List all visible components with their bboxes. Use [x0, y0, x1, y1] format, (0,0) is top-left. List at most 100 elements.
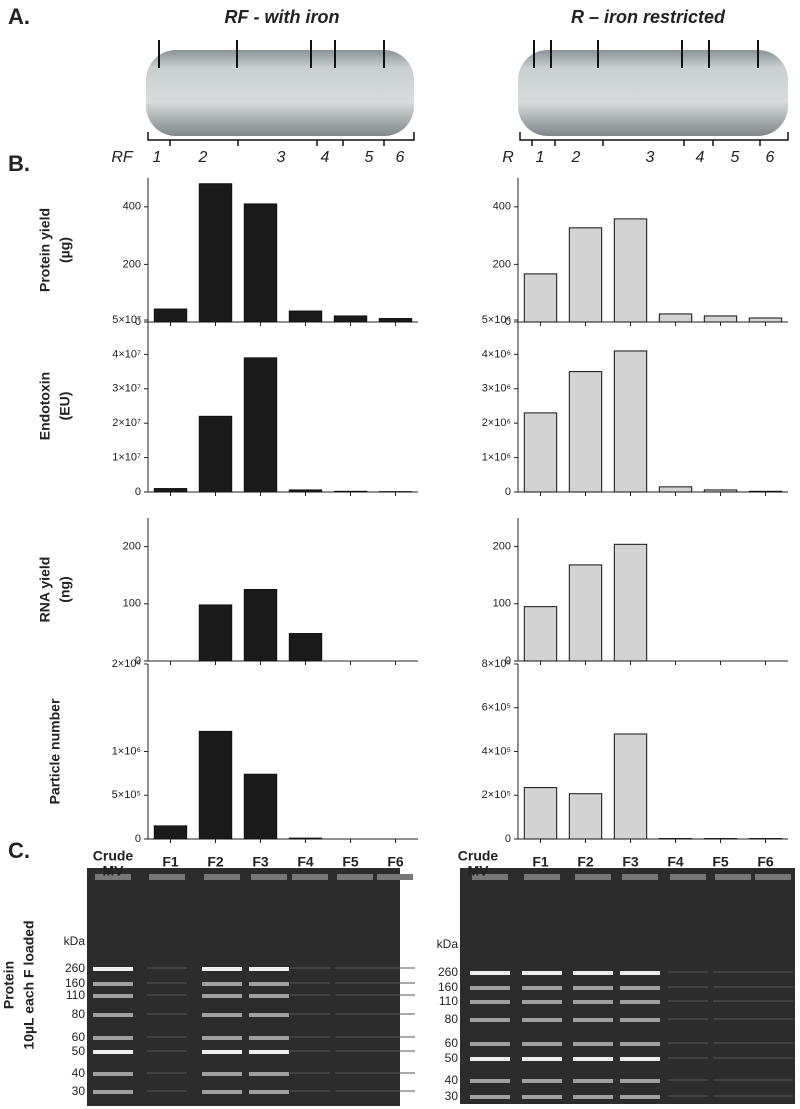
gel-band — [620, 1042, 660, 1046]
fraction-label: 4 — [696, 149, 705, 166]
gel-band — [249, 1013, 289, 1017]
fraction-label: 5 — [365, 149, 374, 166]
bar — [658, 313, 693, 323]
y-tick-label: 0 — [505, 655, 511, 667]
bar — [613, 218, 648, 323]
gel-band — [668, 1079, 708, 1081]
bar — [658, 486, 693, 493]
x-tick-label: F3 — [622, 854, 639, 870]
fraction-label: 6 — [766, 149, 775, 166]
gel-band — [573, 1057, 613, 1061]
gel-band — [713, 1042, 753, 1044]
tube-title: R – iron restricted — [571, 7, 726, 27]
marker-label: 60 — [445, 1036, 459, 1050]
gel-band — [290, 982, 330, 984]
tube-title: RF - with iron — [225, 7, 340, 27]
gel-band — [522, 1095, 562, 1099]
gel-band — [522, 1042, 562, 1046]
gel-well — [670, 874, 706, 880]
marker-label: 80 — [445, 1012, 459, 1026]
bar — [153, 488, 188, 493]
gel-band — [522, 1057, 562, 1061]
gel-band — [93, 994, 133, 998]
gel-band — [290, 1013, 330, 1015]
gel-well — [755, 874, 791, 880]
gel-band — [753, 1095, 793, 1097]
gel-band — [573, 1095, 613, 1099]
marker-label: 260 — [438, 965, 458, 979]
gel-band — [573, 986, 613, 990]
kda-unit: kDa — [64, 934, 86, 948]
gel-band — [522, 1079, 562, 1083]
y-axis-label: Particle number — [47, 698, 63, 804]
gel-band — [668, 986, 708, 988]
gel-well — [95, 874, 131, 880]
bar — [288, 633, 323, 662]
gel-band — [249, 982, 289, 986]
panel-label: C. — [8, 838, 30, 863]
y-tick-label: 1×10⁶ — [482, 452, 511, 464]
gel-band — [713, 1057, 753, 1059]
gel-band — [753, 1000, 793, 1002]
gel-well — [472, 874, 508, 880]
gel-band — [375, 1050, 415, 1052]
gel-band — [249, 1090, 289, 1094]
marker-label: 40 — [72, 1066, 86, 1080]
bar — [243, 773, 278, 840]
gel-band — [93, 1036, 133, 1040]
gel-band — [147, 994, 187, 996]
x-tick-label: F6 — [757, 854, 774, 870]
bar — [523, 787, 558, 840]
gel-band — [713, 1079, 753, 1081]
gel-band — [335, 1013, 375, 1015]
gel-band — [620, 1018, 660, 1022]
y-tick-label: 5×10⁶ — [482, 314, 511, 326]
gel-band — [290, 1036, 330, 1038]
bar — [703, 489, 738, 493]
gel-band — [202, 1072, 242, 1076]
gel-band — [93, 1090, 133, 1094]
y-tick-label: 4×10⁵ — [482, 745, 511, 757]
y-tick-label: 6×10⁵ — [482, 702, 511, 714]
gel-band — [93, 967, 133, 971]
bar — [748, 490, 783, 493]
kda-unit: kDa — [437, 937, 459, 951]
gel-band — [290, 1050, 330, 1052]
x-tick-label: F4 — [297, 854, 314, 870]
gel-band — [93, 1072, 133, 1076]
x-tick-label: F1 — [532, 854, 549, 870]
gel-band — [375, 1036, 415, 1038]
gel-band — [522, 1000, 562, 1004]
gel-band — [470, 1042, 510, 1046]
gel-y-label: Protein — [1, 961, 17, 1009]
gel-band — [668, 1000, 708, 1002]
y-tick-label: 200 — [123, 541, 141, 553]
gel-band — [668, 1042, 708, 1044]
y-tick-label: 200 — [493, 258, 511, 270]
y-tick-label: 200 — [123, 258, 141, 270]
y-tick-label: 400 — [493, 201, 511, 213]
x-tick-label: F2 — [577, 854, 594, 870]
y-tick-label: 2×10⁵ — [482, 789, 511, 801]
gel-band — [335, 1036, 375, 1038]
fraction-prefix: RF — [111, 149, 134, 166]
gel-band — [522, 1018, 562, 1022]
tube-photo — [146, 50, 414, 136]
bar — [198, 183, 233, 323]
x-tick-label: F6 — [387, 854, 404, 870]
marker-label: 160 — [438, 980, 458, 994]
marker-label: 110 — [66, 988, 85, 1002]
gel-band — [470, 1095, 510, 1099]
y-tick-label: 100 — [493, 598, 511, 610]
y-axis-label: (ng) — [57, 576, 73, 602]
gel-band — [620, 1095, 660, 1099]
fraction-label: 2 — [198, 149, 208, 166]
bar — [198, 604, 233, 662]
gel-well — [149, 874, 185, 880]
bar — [523, 606, 558, 662]
fraction-label: 2 — [571, 149, 581, 166]
y-axis-label: RNA yield — [37, 557, 53, 623]
fraction-label: 1 — [536, 149, 545, 166]
gel-band — [668, 1057, 708, 1059]
gel-band — [470, 1079, 510, 1083]
